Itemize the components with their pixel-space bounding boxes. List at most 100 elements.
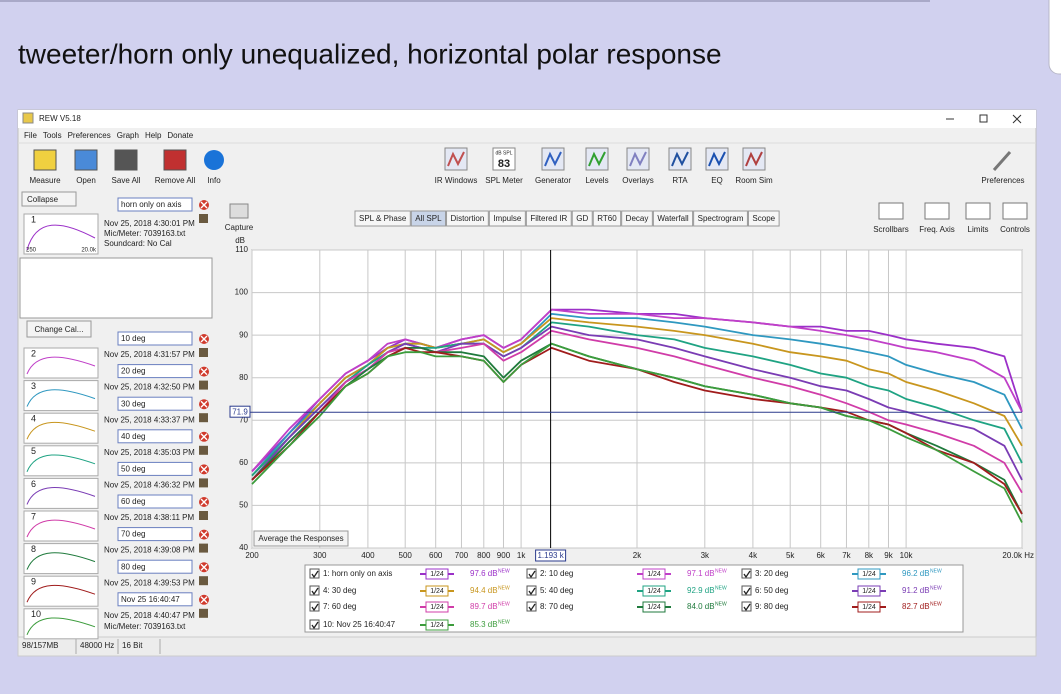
- mic-icon[interactable]: [199, 214, 208, 223]
- legend-checkbox[interactable]: [309, 568, 320, 579]
- menu-item[interactable]: Preferences: [68, 131, 111, 140]
- legend-name[interactable]: 9: 80 deg: [755, 602, 788, 611]
- tool-icon[interactable]: [965, 202, 991, 220]
- tab[interactable]: [592, 210, 622, 227]
- smoothing-box[interactable]: [857, 601, 881, 613]
- mic-icon[interactable]: [199, 380, 208, 390]
- measurement-name-input[interactable]: [117, 331, 193, 346]
- legend-checkbox[interactable]: [526, 568, 537, 579]
- measurement-name[interactable]: 30 deg: [121, 399, 145, 408]
- measurement-name-input[interactable]: [117, 494, 193, 509]
- change-cal-button[interactable]: [26, 320, 92, 338]
- mic-icon[interactable]: [199, 576, 208, 586]
- average-button[interactable]: [253, 530, 349, 547]
- toolbar-button[interactable]: Remove All: [155, 176, 196, 185]
- legend-name[interactable]: 8: 70 deg: [540, 602, 573, 611]
- tool-icon[interactable]: [1002, 202, 1028, 220]
- mic-icon[interactable]: [199, 608, 208, 618]
- smoothing-box[interactable]: [857, 568, 881, 580]
- toolbar-button[interactable]: Overlays: [622, 176, 654, 185]
- legend-checkbox[interactable]: [741, 601, 752, 612]
- legend-name[interactable]: 3: 20 deg: [755, 569, 788, 578]
- toolbar-button[interactable]: Levels: [585, 176, 608, 185]
- measurement-name[interactable]: 70 deg: [121, 530, 145, 539]
- toolbar-button[interactable]: Info: [207, 176, 221, 185]
- tab-label[interactable]: Spectrogram: [698, 214, 744, 223]
- tab[interactable]: [525, 210, 572, 227]
- tab[interactable]: [410, 210, 447, 227]
- mic-icon[interactable]: [199, 478, 208, 488]
- toolbar-button[interactable]: Room Sim: [735, 176, 773, 185]
- legend-checkbox[interactable]: [526, 601, 537, 612]
- smoothing-box[interactable]: [642, 601, 666, 613]
- measurement-name-input[interactable]: [117, 527, 193, 542]
- average-label[interactable]: Average the Responses: [258, 534, 343, 543]
- tool-icon[interactable]: [878, 202, 904, 220]
- collapse-label[interactable]: Collapse: [27, 195, 59, 204]
- legend-name[interactable]: 2: 10 deg: [540, 569, 573, 578]
- measurement-name[interactable]: 50 deg: [121, 465, 145, 474]
- tab-label[interactable]: Scope: [752, 214, 775, 223]
- legend-name[interactable]: 4: 30 deg: [323, 586, 356, 595]
- tab-label[interactable]: Distortion: [451, 214, 485, 223]
- measurement-name-input[interactable]: [117, 396, 193, 411]
- tab[interactable]: [446, 210, 489, 227]
- measurement-name[interactable]: 60 deg: [121, 497, 145, 506]
- legend-name[interactable]: 1: horn only on axis: [323, 569, 392, 578]
- menu-item[interactable]: Graph: [117, 131, 139, 140]
- toolbar-button[interactable]: Save All: [112, 176, 141, 185]
- tab[interactable]: [488, 210, 526, 227]
- tab[interactable]: [354, 210, 411, 227]
- capture-button[interactable]: Capture: [225, 223, 254, 232]
- measurement-name-input[interactable]: [117, 364, 193, 379]
- tab[interactable]: [747, 210, 780, 227]
- toolbar-button[interactable]: Generator: [535, 176, 571, 185]
- measurement-name[interactable]: 10 deg: [121, 334, 145, 343]
- legend-name[interactable]: 7: 60 deg: [323, 602, 356, 611]
- mic-icon[interactable]: [199, 543, 208, 553]
- smoothing-box[interactable]: [642, 585, 666, 597]
- smoothing-box[interactable]: [425, 619, 449, 631]
- measurement-name-input[interactable]: [117, 429, 193, 444]
- legend-name[interactable]: 10: Nov 25 16:40:47: [323, 620, 396, 629]
- smoothing-box[interactable]: [642, 568, 666, 580]
- restore-button[interactable]: [979, 114, 988, 123]
- measurement-name[interactable]: Nov 25 16:40:47: [121, 595, 180, 604]
- change-cal-label[interactable]: Change Cal...: [35, 325, 84, 334]
- tool-button[interactable]: Scrollbars: [873, 225, 909, 234]
- legend-checkbox[interactable]: [741, 585, 752, 596]
- tab[interactable]: [652, 210, 694, 227]
- legend-checkbox[interactable]: [741, 568, 752, 579]
- toolbar-button[interactable]: Open: [76, 176, 96, 185]
- mic-icon[interactable]: [199, 348, 208, 357]
- legend-checkbox[interactable]: [309, 585, 320, 596]
- collapse-button[interactable]: [21, 191, 77, 207]
- toolbar-button[interactable]: Preferences: [981, 176, 1024, 185]
- mic-icon[interactable]: [199, 413, 208, 423]
- smoothing-box[interactable]: [425, 601, 449, 613]
- tab-label[interactable]: Waterfall: [657, 214, 688, 223]
- smoothing-box[interactable]: [857, 585, 881, 597]
- tab[interactable]: [571, 210, 593, 227]
- close-button[interactable]: [1012, 114, 1022, 124]
- tab-label[interactable]: Impulse: [493, 214, 522, 223]
- toolbar-button[interactable]: RTA: [672, 176, 688, 185]
- menu-item[interactable]: Tools: [43, 131, 62, 140]
- tool-button[interactable]: Limits: [968, 225, 989, 234]
- tab-label[interactable]: Decay: [626, 214, 649, 223]
- menu-item[interactable]: Donate: [167, 131, 193, 140]
- tab-label[interactable]: All SPL: [415, 214, 442, 223]
- measurement-name-input[interactable]: [117, 197, 193, 212]
- mic-icon[interactable]: [199, 511, 208, 520]
- mic-icon[interactable]: [199, 445, 208, 455]
- smoothing-box[interactable]: [425, 585, 449, 597]
- capture-icon[interactable]: [229, 203, 249, 219]
- toolbar-button[interactable]: SPL Meter: [485, 176, 523, 185]
- legend-checkbox[interactable]: [309, 619, 320, 630]
- measurement-name[interactable]: 80 deg: [121, 562, 145, 571]
- tab[interactable]: [621, 210, 653, 227]
- toolbar-button[interactable]: Measure: [29, 176, 61, 185]
- menu-item[interactable]: File: [24, 131, 37, 140]
- measurement-name[interactable]: 40 deg: [121, 432, 145, 441]
- legend-checkbox[interactable]: [309, 601, 320, 612]
